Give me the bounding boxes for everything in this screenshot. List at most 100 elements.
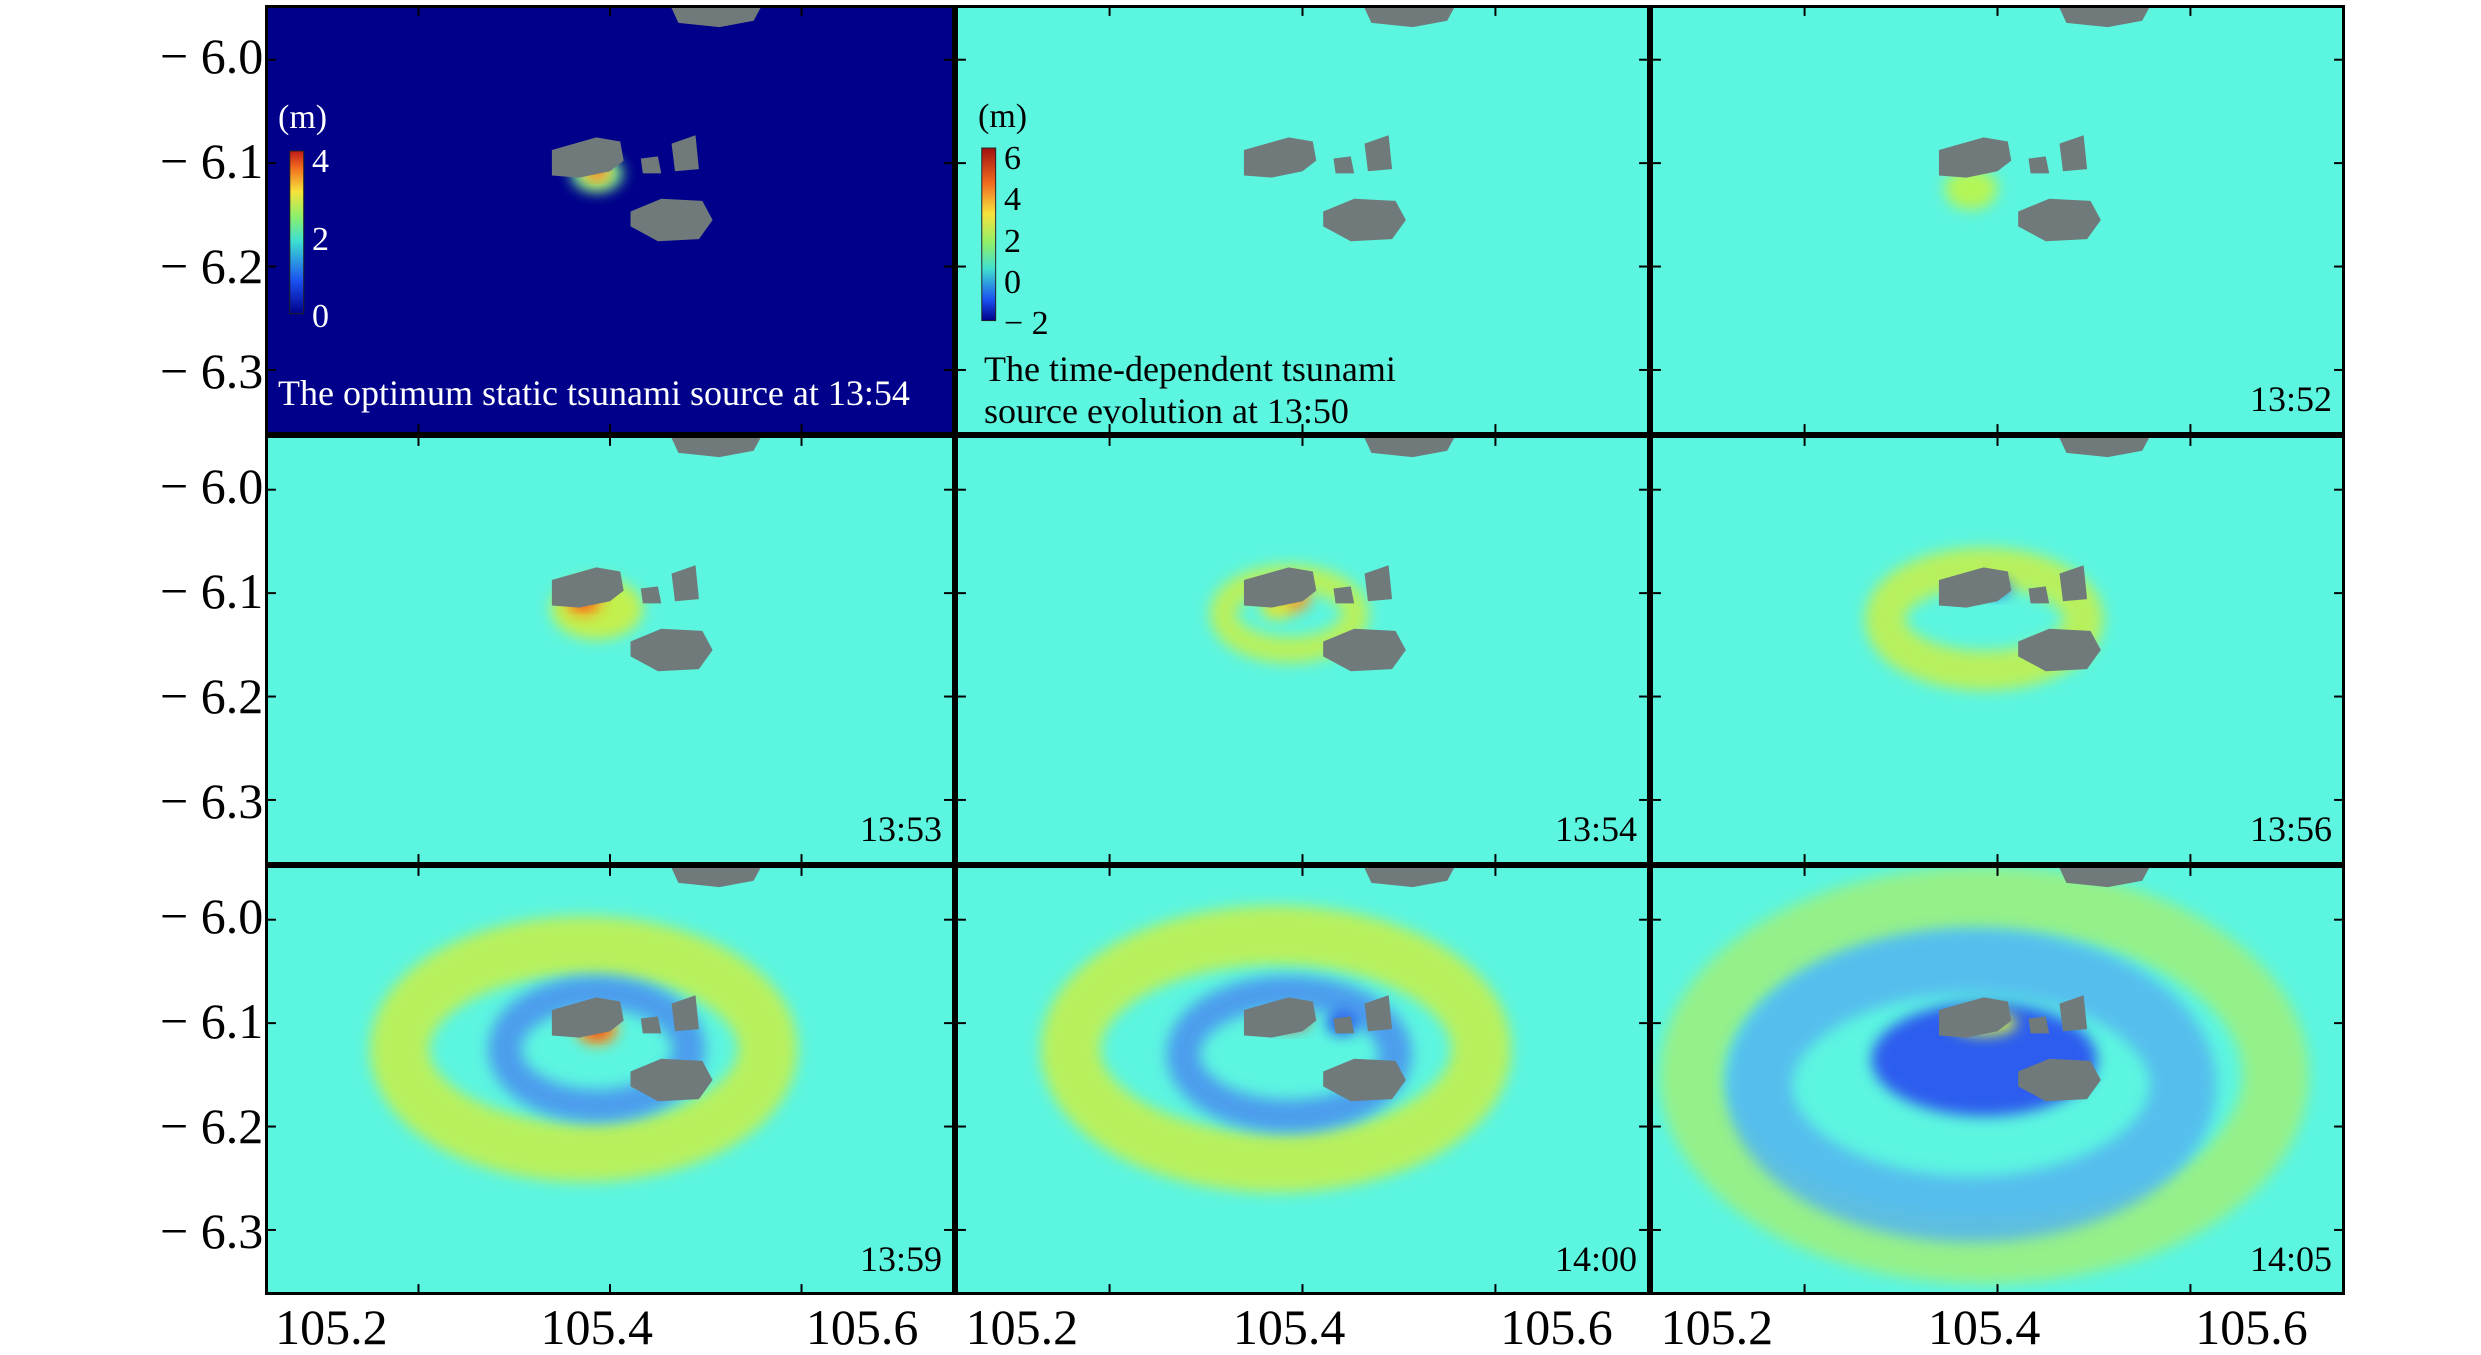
- wave-ring: [1166, 975, 1412, 1133]
- map-panel-svg: [1653, 438, 2342, 862]
- panel-time-label: 13:56: [2249, 809, 2332, 849]
- x-tick-label: 105.6: [2195, 1299, 2308, 1355]
- panel-time-label: 13:52: [2249, 379, 2332, 419]
- y-tick-label: − 6.2: [160, 238, 264, 295]
- map-panel-svg: [1653, 868, 2342, 1292]
- map-panel-6: 13:56: [1650, 435, 2345, 865]
- wave-ring: [1864, 547, 2104, 691]
- map-panel-2: The time-dependent tsunami source evoluti…: [955, 5, 1650, 435]
- island-right: [671, 565, 699, 602]
- wave-ring: [1040, 905, 1512, 1193]
- sea-background: [1653, 438, 2342, 862]
- panel-time-label: 13:53: [859, 809, 942, 849]
- y-tick-label: − 6.0: [160, 888, 264, 945]
- colorbar-tick-label: − 2: [1004, 305, 1049, 342]
- map-panel-4: 13:53: [265, 435, 955, 865]
- island-left: [551, 137, 624, 178]
- y-tick-label: − 6.1: [160, 563, 264, 620]
- island-south: [630, 1058, 713, 1102]
- island-right: [671, 135, 699, 172]
- island-south: [1323, 198, 1406, 242]
- island-right: [1364, 135, 1393, 172]
- y-tick-label: − 6.3: [160, 343, 264, 400]
- wave-ring: [488, 975, 706, 1123]
- y-tick-label: − 6.2: [160, 668, 264, 725]
- map-panel-svg: [1653, 8, 2342, 432]
- map-panel-svg: [958, 868, 1647, 1292]
- island-ctr: [2028, 1016, 2050, 1034]
- sea-background: [1653, 8, 2342, 432]
- island-south: [630, 198, 713, 242]
- map-panel-3: 13:52: [1650, 5, 2345, 435]
- island-ctr: [1333, 586, 1355, 604]
- colorbar-tick-label: 2: [1004, 222, 1021, 260]
- island-left: [1243, 997, 1317, 1038]
- y-tick-label: − 6.1: [160, 133, 264, 190]
- island-top: [2059, 8, 2150, 28]
- sea-background: [268, 438, 952, 862]
- island-ctr: [640, 1016, 662, 1034]
- island-left: [551, 567, 624, 608]
- panel-time-label: 13:59: [859, 1239, 942, 1279]
- island-top: [1364, 868, 1455, 888]
- island-left: [1938, 997, 2012, 1038]
- wave-ring: [369, 916, 798, 1182]
- map-panel-7: 13:59: [265, 865, 955, 1295]
- island-ctr: [640, 156, 662, 174]
- colorbar-tick-label: 4: [312, 143, 329, 180]
- panel-label-line: source evolution at 13:50: [984, 391, 1349, 431]
- island-right: [671, 995, 699, 1032]
- island-south: [2018, 198, 2101, 242]
- map-panel-1: The optimum static tsunami source at 13:…: [265, 5, 955, 435]
- wave-ring: [1659, 868, 2309, 1284]
- panel-label-line: The time-dependent tsunami: [984, 349, 1396, 389]
- island-right: [1364, 995, 1393, 1032]
- map-panel-svg: [268, 8, 952, 432]
- map-panel-svg: [268, 438, 952, 862]
- x-tick-label: 105.2: [965, 1299, 1079, 1355]
- island-right: [2059, 135, 2088, 172]
- wave-peak: [1944, 168, 1998, 210]
- map-panel-5: 13:54: [955, 435, 1650, 865]
- colorbar-tick-label: 6: [1004, 140, 1021, 177]
- island-left: [1938, 137, 2012, 178]
- x-tick-label: 105.4: [1232, 1299, 1346, 1355]
- sea-background: [268, 8, 952, 432]
- island-left: [1938, 567, 2012, 608]
- colorbar-tick-label: 4: [1004, 181, 1021, 219]
- island-left: [1243, 137, 1317, 178]
- island-top: [671, 438, 761, 458]
- colorbar-tick-label: 2: [312, 220, 329, 258]
- colorbar-tick-label: 0: [312, 298, 329, 335]
- island-south: [2018, 1058, 2101, 1102]
- map-panel-8: 14:00: [955, 865, 1650, 1295]
- island-top: [671, 8, 761, 28]
- island-south: [1323, 1058, 1406, 1102]
- y-tick-label: − 6.2: [160, 1098, 264, 1155]
- colorbar-title: (m): [278, 99, 328, 136]
- x-tick-label: 105.6: [1500, 1299, 1613, 1355]
- panel-time-label: 14:05: [2249, 1239, 2332, 1279]
- colorbar: [289, 150, 305, 315]
- map-panel-9: 14:05: [1650, 865, 2345, 1295]
- island-ctr: [640, 586, 662, 604]
- island-right: [1364, 565, 1393, 602]
- island-top: [1364, 8, 1455, 28]
- island-ctr: [2028, 156, 2050, 174]
- panel-label: The optimum static tsunami source at 13:…: [278, 373, 910, 413]
- x-tick-label: 105.6: [805, 1299, 919, 1355]
- y-tick-label: − 6.3: [160, 773, 264, 830]
- y-tick-label: − 6.0: [160, 28, 264, 85]
- island-left: [551, 997, 624, 1038]
- island-right: [2059, 995, 2088, 1032]
- map-panel-svg: [268, 868, 952, 1292]
- colorbar-tick-label: 0: [1004, 263, 1021, 301]
- panel-time-label: 14:00: [1554, 1239, 1637, 1279]
- colorbar-title: (m): [978, 98, 1028, 135]
- x-tick-label: 105.2: [1660, 1299, 1774, 1355]
- island-right: [2059, 565, 2088, 602]
- island-south: [1323, 628, 1406, 672]
- x-tick-label: 105.4: [540, 1299, 653, 1355]
- y-tick-label: − 6.0: [160, 458, 264, 515]
